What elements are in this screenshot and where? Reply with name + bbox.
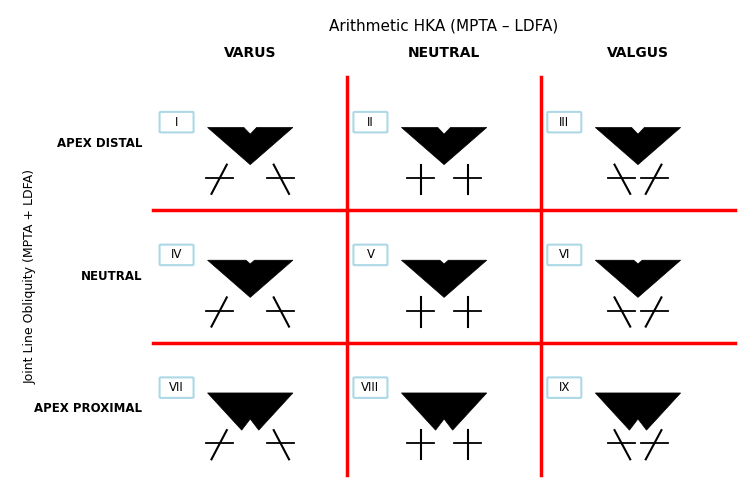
Text: VII: VII xyxy=(169,381,184,394)
Text: APEX DISTAL: APEX DISTAL xyxy=(57,137,142,150)
Text: I: I xyxy=(175,116,178,128)
Text: Joint Line Obliquity (MPTA + LDFA): Joint Line Obliquity (MPTA + LDFA) xyxy=(24,168,37,384)
Polygon shape xyxy=(207,260,293,297)
FancyBboxPatch shape xyxy=(354,245,388,265)
Text: VI: VI xyxy=(559,248,570,261)
Polygon shape xyxy=(401,260,487,297)
Text: NEUTRAL: NEUTRAL xyxy=(408,46,480,60)
Text: NEUTRAL: NEUTRAL xyxy=(81,270,142,283)
Text: III: III xyxy=(559,116,569,128)
Text: APEX PROXIMAL: APEX PROXIMAL xyxy=(34,403,142,415)
Text: II: II xyxy=(367,116,374,128)
Text: V: V xyxy=(366,248,375,261)
Text: VALGUS: VALGUS xyxy=(607,46,669,60)
Polygon shape xyxy=(596,393,681,430)
FancyBboxPatch shape xyxy=(354,377,388,398)
Text: VARUS: VARUS xyxy=(224,46,277,60)
Polygon shape xyxy=(596,260,681,297)
FancyBboxPatch shape xyxy=(354,112,388,132)
FancyBboxPatch shape xyxy=(547,112,581,132)
Polygon shape xyxy=(207,127,293,165)
FancyBboxPatch shape xyxy=(547,377,581,398)
Text: VIII: VIII xyxy=(361,381,379,394)
Text: Arithmetic HKA (MPTA – LDFA): Arithmetic HKA (MPTA – LDFA) xyxy=(329,18,559,33)
Polygon shape xyxy=(596,127,681,165)
FancyBboxPatch shape xyxy=(547,245,581,265)
FancyBboxPatch shape xyxy=(160,245,194,265)
Text: IX: IX xyxy=(559,381,570,394)
FancyBboxPatch shape xyxy=(160,112,194,132)
Text: IV: IV xyxy=(171,248,182,261)
Polygon shape xyxy=(401,127,487,165)
FancyBboxPatch shape xyxy=(160,377,194,398)
Polygon shape xyxy=(207,393,293,430)
Polygon shape xyxy=(401,393,487,430)
